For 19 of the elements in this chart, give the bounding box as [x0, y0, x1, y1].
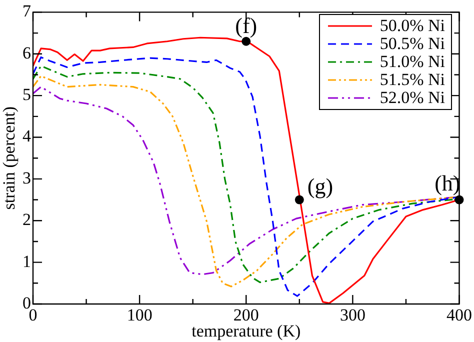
legend-label: 52.0% Ni: [380, 88, 445, 107]
x-tick-label: 100: [126, 306, 152, 325]
legend-label: 51.0% Ni: [380, 52, 445, 71]
y-tick-label: 6: [22, 43, 31, 62]
y-tick-label: 5: [22, 85, 31, 104]
x-tick-label: 300: [340, 306, 366, 325]
y-tick-label: 4: [22, 126, 32, 146]
y-tick-label: 1: [22, 252, 31, 271]
y-tick-label: 2: [22, 210, 31, 230]
legend-label: 51.5% Ni: [380, 70, 445, 89]
y-axis-title: strain (percent): [0, 106, 19, 210]
y-tick-label: 0: [22, 293, 31, 312]
annotation: (f): [235, 13, 258, 38]
y-tick-label: 7: [22, 2, 32, 21]
x-tick-label: 400: [446, 306, 472, 325]
y-tick-label: 3: [22, 168, 31, 188]
legend-label: 50.5% Ni: [380, 34, 445, 53]
legend-label: 50.0% Ni: [380, 16, 445, 35]
annotation: (g): [307, 174, 334, 199]
